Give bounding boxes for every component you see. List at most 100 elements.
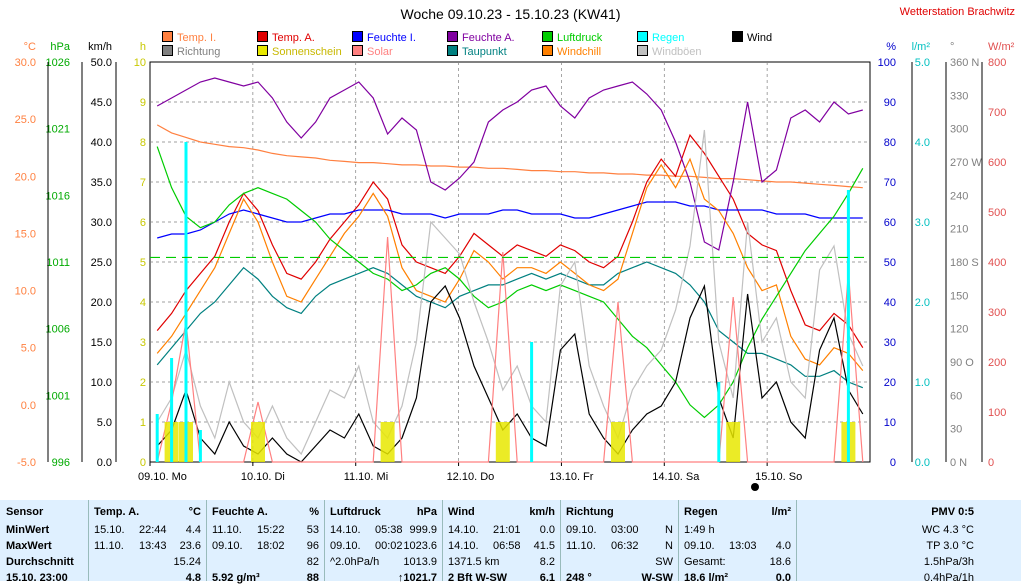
axis-tick-wind_kmh: 45.0	[91, 97, 112, 109]
axis-tick-pressure_hpa: 1011	[46, 257, 70, 269]
x-tick-label: 15.10. So	[755, 471, 802, 483]
axis-unit-wind_kmh: km/h	[88, 41, 112, 53]
axis-tick-direction_deg: 60	[950, 390, 962, 402]
axis-tick-rain_lm2: 5.0	[915, 57, 930, 69]
axis-tick-solar_wm2: 400	[988, 257, 1006, 269]
axis-tick-direction_deg: 0 N	[950, 457, 967, 469]
axis-tick-sun_h: 5	[140, 257, 146, 269]
stats-date: 248 °	[566, 572, 592, 584]
axis-tick-direction_deg: 90 O	[950, 357, 974, 369]
stats-date: 11.10.	[212, 524, 242, 536]
axis-tick-rain_lm2: 0.0	[915, 457, 930, 469]
stats-time: 05:38	[375, 524, 403, 536]
axis-tick-temp_c: 0.0	[21, 400, 36, 412]
axis-tick-temp_c: -5.0	[17, 457, 36, 469]
legend-item: Temp. A.	[257, 31, 315, 44]
stats-date: 1:49 h	[684, 524, 715, 536]
stats-value: W-SW	[641, 572, 673, 584]
stats-unit: %	[309, 506, 319, 518]
axis-unit-solar_wm2: W/m²	[988, 41, 1015, 53]
axis-tick-temp_c: 5.0	[21, 343, 36, 355]
legend-swatch	[162, 31, 173, 42]
bar-rain	[155, 414, 159, 462]
axis-tick-humidity_pct: 50	[884, 257, 896, 269]
axis-tick-solar_wm2: 300	[988, 307, 1006, 319]
stats-value: N	[665, 524, 673, 536]
axis-tick-humidity_pct: 20	[884, 377, 896, 389]
stats-date: 09.10.	[684, 540, 715, 552]
stats-date: ^2.0hPa/h	[330, 556, 380, 568]
axis-tick-rain_lm2: 1.0	[915, 377, 930, 389]
legend-label: Feuchte A.	[462, 32, 515, 44]
x-tick-label: 09.10. Mo	[138, 471, 187, 483]
stats-date: 14.10.	[448, 524, 479, 536]
axis-unit-direction_deg: °	[950, 41, 954, 53]
legend-item: Sonnenschein	[257, 45, 342, 58]
stats-time: 13:43	[139, 540, 167, 552]
stats-row-label: MinWert	[6, 524, 50, 536]
axis-tick-sun_h: 1	[140, 417, 146, 429]
axis-tick-humidity_pct: 90	[884, 97, 896, 109]
axis-tick-direction_deg: 360 N	[950, 57, 979, 69]
axis-tick-sun_h: 0	[140, 457, 146, 469]
series-line-Solar	[156, 236, 864, 463]
stats-col-wind: Wind km/h 14.10. 21:01 0.0 14.10. 06:58 41.5 137…	[442, 500, 561, 584]
axis-tick-humidity_pct: 100	[878, 57, 896, 69]
station-name: Wetterstation Brachwitz	[899, 6, 1015, 18]
stats-time: 22:44	[139, 524, 167, 536]
stats-col-pmv: PMV 0:5 WC 4.3 °C TP 3.0 °C 1.5hPa/3h 0.4hPa…	[796, 500, 1021, 584]
stats-value: 15.24	[173, 556, 201, 568]
bar-rain	[198, 430, 202, 462]
series-line-Taupunkt	[156, 261, 864, 389]
axis-unit-sun_h: h	[140, 41, 146, 53]
stats-time: 06:32	[611, 540, 639, 552]
axis-tick-humidity_pct: 40	[884, 297, 896, 309]
axis-unit-humidity_pct: %	[886, 41, 896, 53]
stats-header-sensor: Sensor	[6, 506, 44, 518]
axis-tick-direction_deg: 180 S	[950, 257, 979, 269]
axis-tick-sun_h: 4	[140, 297, 146, 309]
legend-swatch	[732, 31, 743, 42]
stats-value: 96	[306, 540, 319, 552]
stats-date: 1371.5 km	[448, 556, 500, 568]
legend-item: Temp. I.	[162, 31, 216, 44]
stats-date: 14.10.	[330, 524, 361, 536]
stats-row-label: MaxWert	[6, 540, 52, 552]
stats-value: 8.2	[539, 556, 555, 568]
legend-label: Windböen	[652, 46, 702, 58]
stats-value: N	[665, 540, 673, 552]
stats-date: 09.10.	[330, 540, 361, 552]
axis-tick-solar_wm2: 800	[988, 57, 1006, 69]
stats-time: 06:58	[493, 540, 521, 552]
series-line-Feuchte I.	[157, 201, 863, 239]
stats-value: 18.6	[769, 556, 791, 568]
x-tick-label: 11.10. Mi	[344, 471, 388, 483]
stats-col-feuchte: Feuchte A.% 11.10. 15:22 53 09.10. 18:02 96 82 5…	[206, 500, 325, 584]
bar-rain	[170, 358, 174, 462]
stats-value: 6.1	[539, 572, 555, 584]
bar-rain	[717, 382, 721, 462]
axis-tick-temp_c: 15.0	[15, 228, 36, 240]
moon-phase-icon	[751, 483, 759, 491]
axis-tick-pressure_hpa: 1006	[46, 324, 70, 336]
stats-header: Richtung	[566, 506, 614, 518]
legend-swatch	[542, 45, 553, 56]
chart-title: Woche 09.10.23 - 15.10.23 (KW41)	[400, 6, 621, 22]
x-tick-label: 12.10. Do	[447, 471, 495, 483]
stats-col-richtung: Richtung 09.10. 03:00 N 11.10. 06:32 N SW 248 ° W…	[560, 500, 679, 584]
axis-tick-humidity_pct: 60	[884, 217, 896, 229]
stats-value: 0.4hPa/1h	[923, 572, 974, 584]
axis-tick-sun_h: 10	[134, 57, 146, 69]
legend-swatch	[352, 31, 363, 42]
stats-unit: hPa	[416, 506, 437, 518]
stats-unit: l/m²	[771, 506, 791, 518]
axis-tick-wind_kmh: 5.0	[97, 417, 112, 429]
stats-value: 88	[306, 572, 319, 584]
axis-tick-wind_kmh: 10.0	[91, 377, 112, 389]
axis-tick-direction_deg: 300	[950, 124, 968, 136]
axis-tick-pressure_hpa: 996	[52, 457, 70, 469]
legend-swatch	[637, 45, 648, 56]
stats-header: Regen	[684, 506, 718, 518]
legend-item: Luftdruck	[542, 31, 602, 44]
bar-rain	[530, 342, 534, 462]
